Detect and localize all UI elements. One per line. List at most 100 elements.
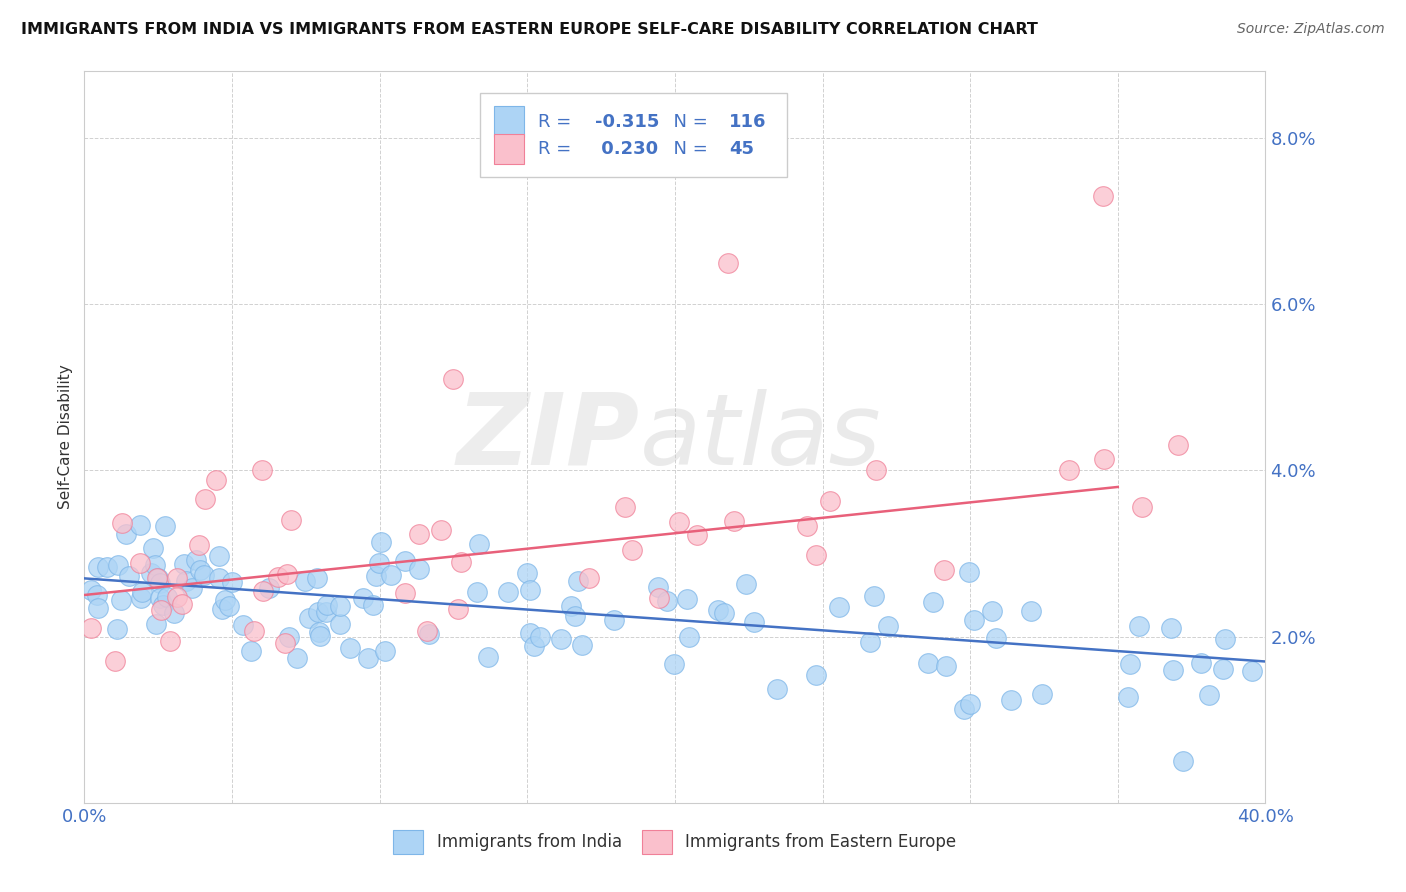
Point: [1213, 632, 1236, 646]
Point: [394, 585, 416, 599]
Point: [357, 651, 380, 665]
Point: [1031, 687, 1053, 701]
Point: [307, 606, 329, 620]
Text: N =: N =: [662, 112, 713, 131]
Point: [477, 649, 499, 664]
Point: [243, 624, 266, 638]
Point: [1130, 500, 1153, 514]
Point: [110, 592, 132, 607]
Point: [193, 567, 215, 582]
Point: [278, 630, 301, 644]
Point: [657, 594, 679, 608]
Point: [143, 558, 166, 572]
Text: R =: R =: [538, 140, 576, 158]
Point: [211, 601, 233, 615]
Point: [496, 585, 519, 599]
Point: [963, 613, 986, 627]
Point: [250, 463, 273, 477]
Point: [613, 500, 636, 514]
Point: [564, 609, 586, 624]
Point: [519, 626, 541, 640]
Point: [148, 570, 170, 584]
Point: [208, 549, 231, 563]
Point: [380, 567, 402, 582]
Point: [408, 562, 430, 576]
Point: [1198, 689, 1220, 703]
Point: [467, 585, 489, 599]
Point: [307, 571, 329, 585]
Point: [877, 619, 900, 633]
Point: [352, 591, 374, 605]
Point: [1019, 604, 1042, 618]
Point: [1000, 692, 1022, 706]
Point: [142, 541, 165, 555]
Legend: Immigrants from India, Immigrants from Eastern Europe: Immigrants from India, Immigrants from E…: [387, 823, 963, 860]
Point: [96, 560, 118, 574]
Text: ZIP: ZIP: [457, 389, 640, 485]
Point: [166, 591, 188, 605]
Point: [516, 566, 538, 580]
Point: [146, 571, 169, 585]
Point: [339, 641, 361, 656]
Point: [149, 591, 172, 605]
Point: [128, 556, 150, 570]
Point: [367, 556, 389, 570]
Point: [717, 255, 740, 269]
Point: [859, 635, 882, 649]
Point: [959, 698, 981, 712]
Point: [1118, 690, 1140, 704]
Point: [1161, 663, 1184, 677]
Point: [159, 634, 181, 648]
Point: [1189, 656, 1212, 670]
Point: [156, 590, 179, 604]
Point: [662, 657, 685, 671]
Point: [205, 473, 228, 487]
Point: [309, 629, 332, 643]
Point: [723, 514, 745, 528]
Point: [578, 572, 600, 586]
Point: [87, 601, 110, 615]
Point: [934, 563, 956, 577]
Point: [686, 527, 709, 541]
Point: [273, 636, 295, 650]
Point: [567, 574, 589, 589]
Point: [468, 537, 491, 551]
Point: [329, 599, 352, 613]
Point: [172, 597, 194, 611]
FancyBboxPatch shape: [479, 94, 787, 178]
Point: [415, 624, 437, 638]
Point: [107, 558, 129, 572]
Text: -0.315: -0.315: [595, 112, 659, 131]
Point: [267, 570, 290, 584]
Point: [922, 595, 945, 609]
Point: [981, 604, 1004, 618]
Point: [370, 535, 392, 549]
Point: [163, 606, 186, 620]
Point: [174, 574, 197, 589]
Point: [443, 372, 465, 386]
Point: [1092, 452, 1115, 467]
Point: [1167, 438, 1189, 452]
Point: [1057, 463, 1080, 477]
Point: [155, 519, 177, 533]
Point: [865, 463, 887, 477]
Point: [86, 588, 108, 602]
Point: [149, 576, 172, 591]
FancyBboxPatch shape: [494, 134, 523, 164]
Point: [1119, 657, 1142, 671]
Point: [408, 527, 430, 541]
Point: [1128, 619, 1150, 633]
Point: [252, 583, 274, 598]
Point: [118, 569, 141, 583]
Point: [668, 516, 690, 530]
Point: [952, 701, 974, 715]
Point: [735, 577, 758, 591]
Point: [828, 600, 851, 615]
Point: [647, 580, 669, 594]
Point: [935, 658, 957, 673]
Point: [115, 527, 138, 541]
Point: [208, 571, 231, 585]
Point: [602, 613, 624, 627]
Point: [111, 516, 134, 530]
Point: [648, 591, 671, 605]
